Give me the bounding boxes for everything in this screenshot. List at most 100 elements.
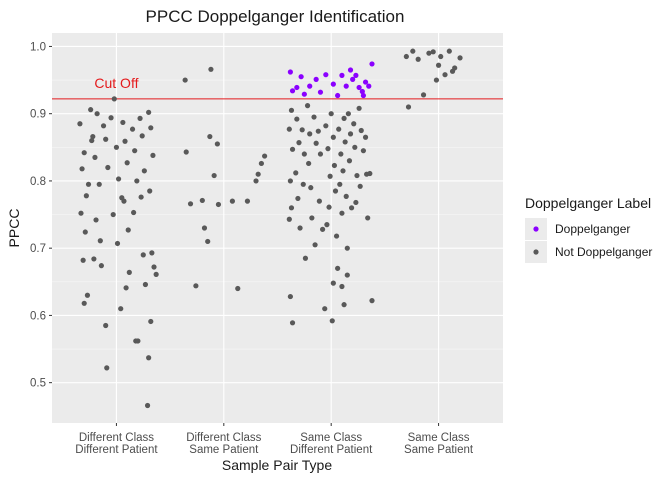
point-not-doppelganger (148, 125, 154, 131)
point-not-doppelganger (320, 226, 326, 232)
point-not-doppelganger (244, 198, 251, 204)
point-not-doppelganger (344, 272, 350, 278)
point-not-doppelganger (341, 302, 347, 308)
point-not-doppelganger (286, 216, 292, 222)
point-not-doppelganger (94, 111, 100, 117)
point-not-doppelganger (293, 170, 299, 176)
point-not-doppelganger (253, 178, 259, 184)
point-not-doppelganger (151, 264, 157, 270)
point-not-doppelganger (187, 201, 194, 207)
point-not-doppelganger (287, 293, 293, 300)
x-tick-label: Different Patient (290, 444, 373, 456)
point-not-doppelganger (255, 171, 261, 177)
x-tick-label: Different Class (186, 432, 261, 444)
y-tick-label: 0.8 (30, 176, 46, 188)
point-not-doppelganger (207, 133, 213, 140)
point-not-doppelganger (91, 256, 97, 262)
y-axis: 0.5 0.6 0.7 0.8 0.9 1.0 (30, 41, 52, 390)
point-not-doppelganger (438, 53, 444, 60)
point-doppelganger (289, 88, 296, 94)
point-not-doppelganger (362, 134, 369, 140)
x-tick-label: Different Class (79, 432, 154, 444)
point-not-doppelganger (403, 53, 409, 60)
point-not-doppelganger (89, 137, 95, 144)
point-not-doppelganger (146, 355, 152, 361)
point-not-doppelganger (410, 48, 416, 54)
point-not-doppelganger (356, 105, 362, 111)
point-not-doppelganger (354, 172, 360, 179)
point-not-doppelganger (341, 115, 347, 121)
point-not-doppelganger (214, 141, 220, 147)
point-not-doppelganger (442, 72, 448, 78)
point-not-doppelganger (405, 104, 412, 110)
point-not-doppelganger (104, 365, 110, 371)
point-not-doppelganger (306, 160, 312, 167)
x-axis: Different Class Different Patient Differen… (75, 423, 474, 456)
point-not-doppelganger (96, 181, 102, 187)
point-not-doppelganger (215, 201, 222, 208)
point-not-doppelganger (287, 178, 293, 184)
point-not-doppelganger (326, 204, 332, 210)
y-tick-label: 0.5 (30, 378, 46, 390)
point-not-doppelganger (343, 193, 349, 199)
point-not-doppelganger (286, 126, 292, 132)
point-doppelganger (356, 84, 362, 91)
point-not-doppelganger (77, 121, 83, 127)
point-not-doppelganger (420, 92, 427, 98)
point-not-doppelganger (149, 250, 155, 256)
point-not-doppelganger (327, 173, 333, 179)
point-not-doppelganger (122, 138, 128, 144)
point-not-doppelganger (324, 222, 330, 228)
x-tick-label: Same Class (300, 432, 362, 444)
point-not-doppelganger (304, 103, 311, 109)
plot-panel (52, 33, 503, 423)
point-not-doppelganger (344, 245, 350, 251)
point-not-doppelganger (90, 133, 96, 140)
point-not-doppelganger (103, 322, 109, 329)
legend-label: Doppelganger (555, 222, 630, 236)
point-doppelganger (317, 89, 324, 95)
point-not-doppelganger (430, 49, 436, 55)
point-not-doppelganger (317, 151, 324, 157)
point-not-doppelganger (323, 123, 329, 129)
point-not-doppelganger (299, 127, 305, 133)
point-not-doppelganger (139, 133, 145, 139)
point-doppelganger (330, 81, 336, 87)
point-not-doppelganger (338, 151, 344, 157)
point-not-doppelganger (82, 229, 88, 235)
point-not-doppelganger (353, 199, 359, 206)
point-not-doppelganger (446, 48, 452, 54)
x-tick-label: Same Patient (189, 444, 259, 456)
point-not-doppelganger (153, 271, 159, 277)
point-doppelganger (343, 83, 349, 89)
point-not-doppelganger (138, 194, 144, 200)
point-not-doppelganger (345, 111, 351, 117)
cutoff-label: Cut Off (94, 75, 138, 91)
x-tick-label: Same Patient (404, 444, 474, 456)
point-doppelganger (301, 91, 307, 97)
point-not-doppelganger (98, 263, 104, 269)
point-not-doppelganger (415, 56, 421, 62)
point-doppelganger (359, 88, 365, 95)
point-not-doppelganger (335, 265, 341, 271)
point-doppelganger (335, 92, 341, 99)
point-not-doppelganger (348, 205, 355, 211)
point-not-doppelganger (330, 134, 336, 140)
point-not-doppelganger (113, 144, 120, 150)
point-not-doppelganger (333, 233, 340, 239)
point-not-doppelganger (147, 188, 153, 194)
point-not-doppelganger (129, 126, 136, 132)
point-not-doppelganger (93, 217, 99, 223)
point-not-doppelganger (288, 107, 295, 113)
point-not-doppelganger (339, 210, 345, 216)
point-not-doppelganger (105, 164, 111, 171)
point-not-doppelganger (81, 300, 87, 306)
point-not-doppelganger (339, 283, 345, 290)
point-not-doppelganger (358, 127, 364, 134)
point-not-doppelganger (313, 140, 319, 146)
point-not-doppelganger (336, 126, 342, 132)
point-not-doppelganger (457, 55, 463, 61)
point-not-doppelganger (295, 195, 301, 202)
point-doppelganger (369, 61, 375, 67)
point-doppelganger (313, 76, 319, 82)
